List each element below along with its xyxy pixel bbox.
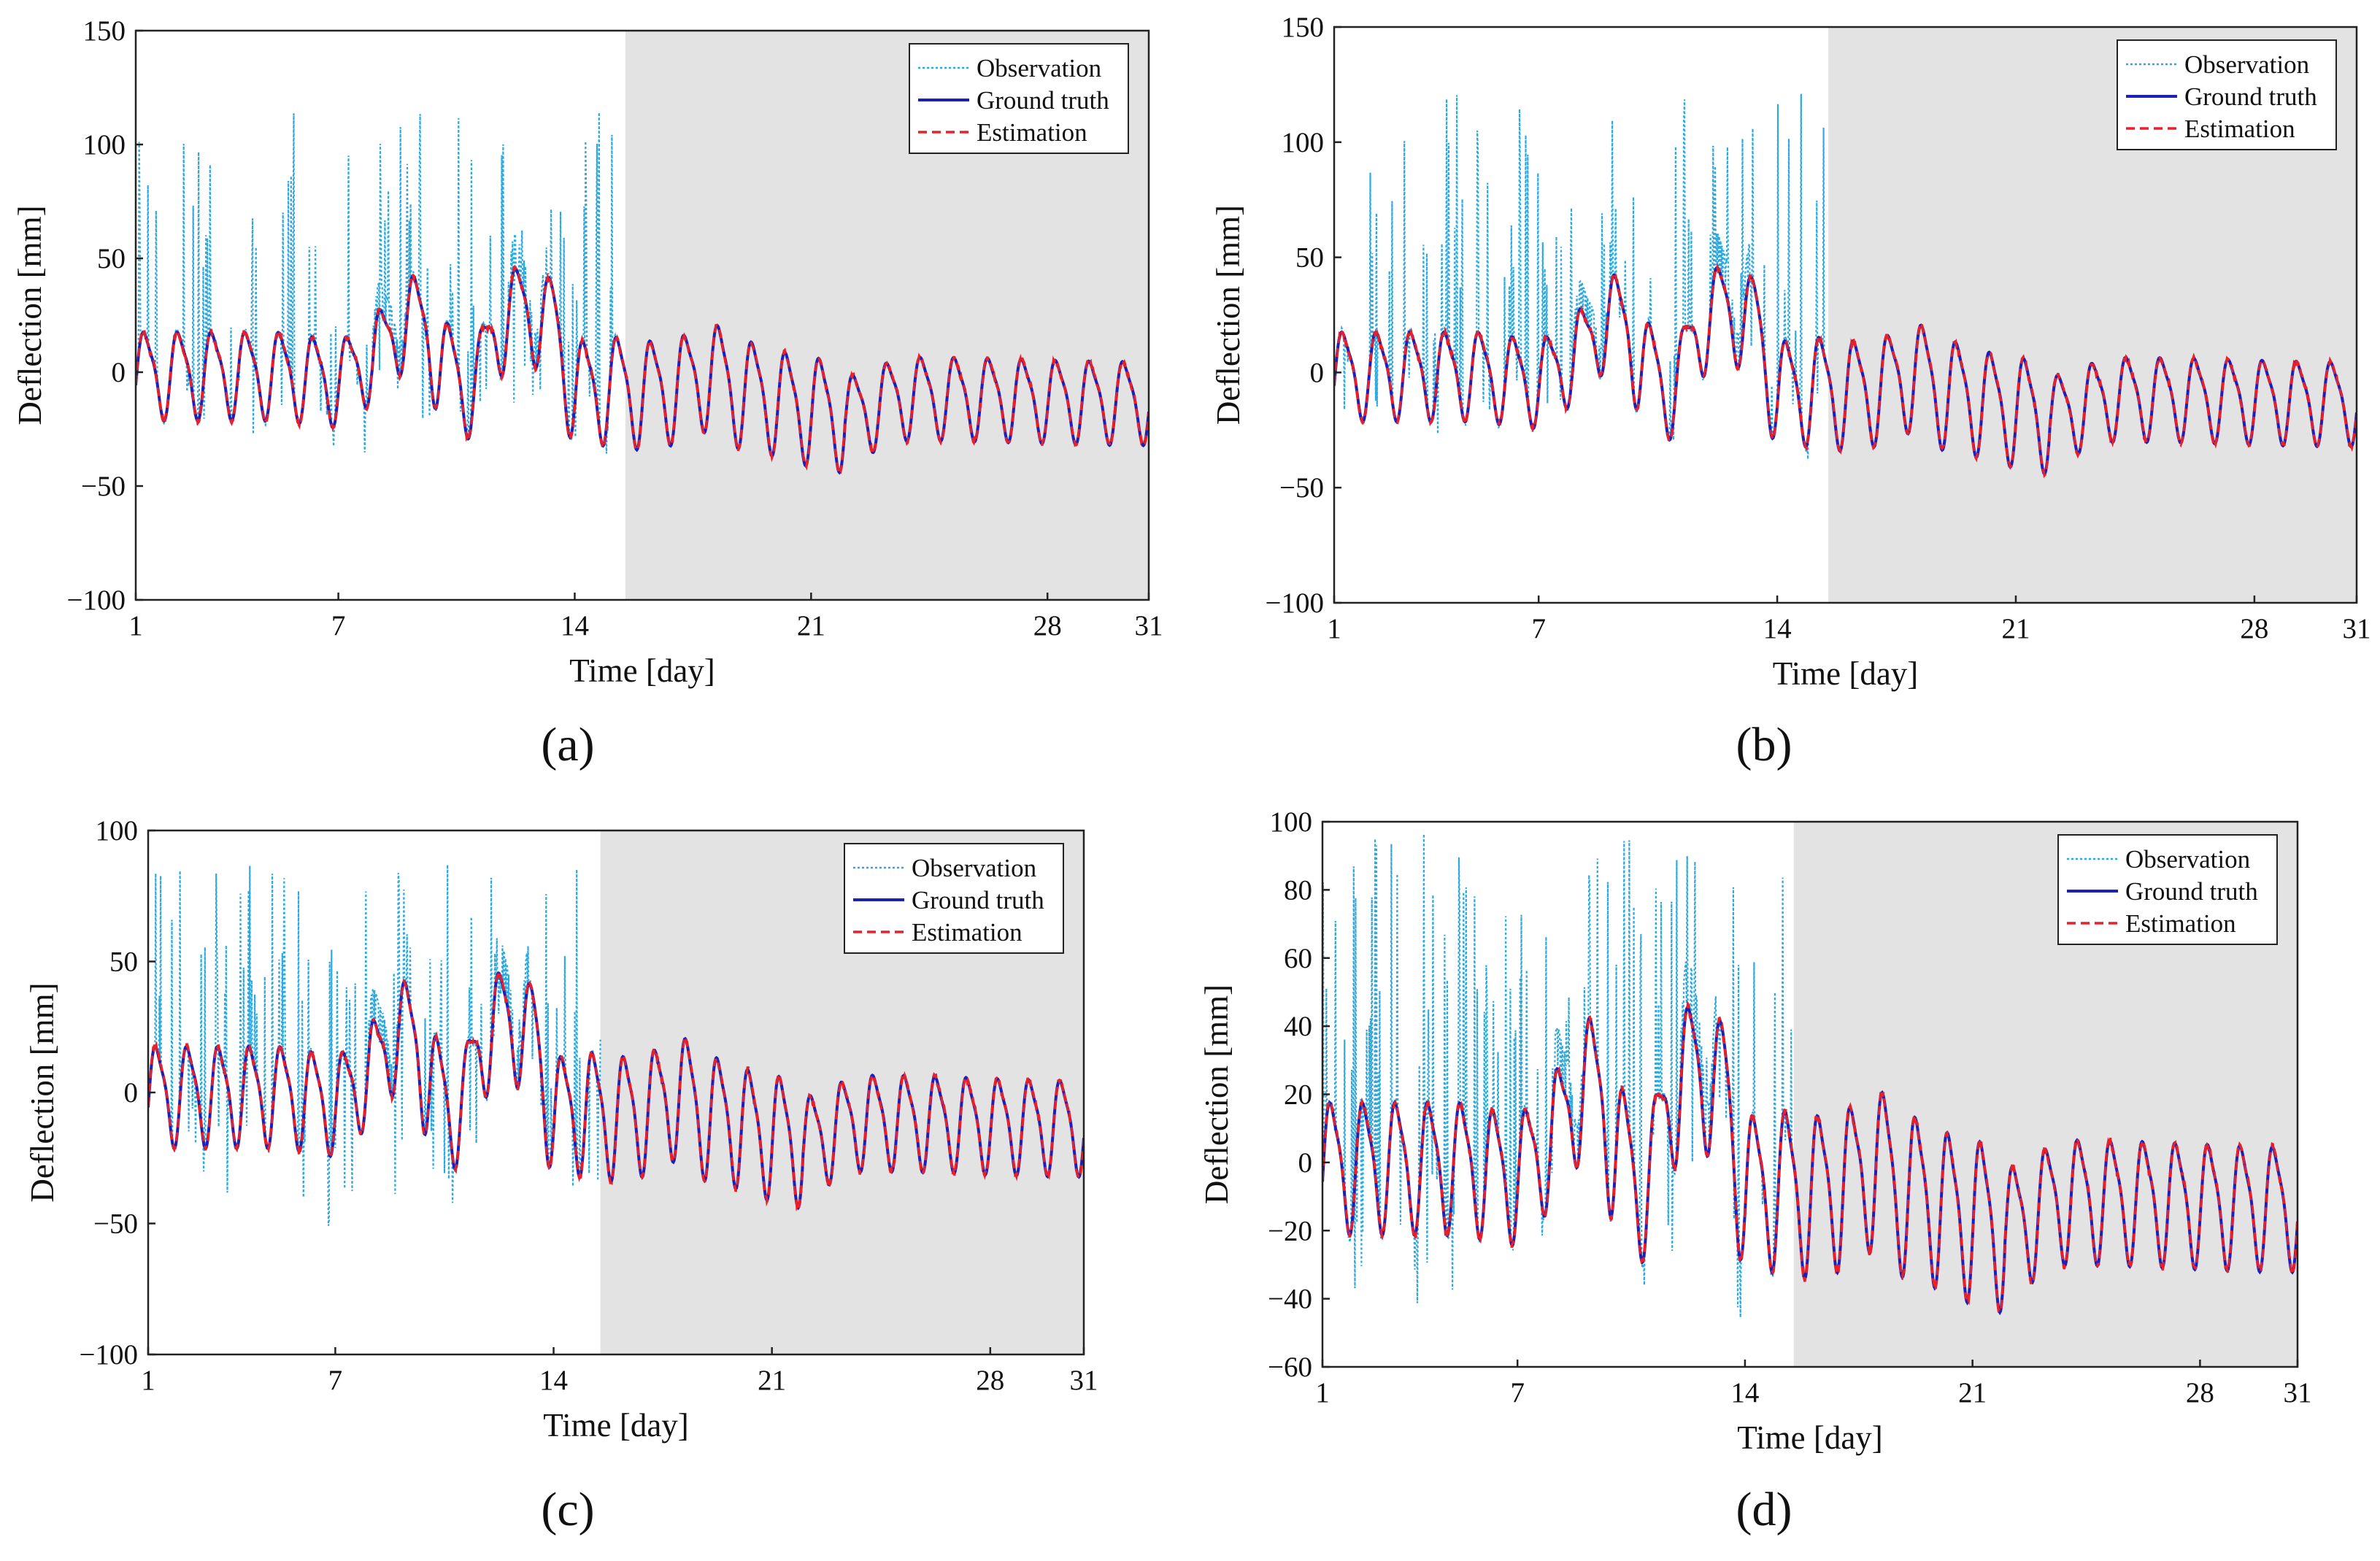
series-observation-line [1334, 93, 1830, 460]
y-tick-label: −100 [80, 1339, 139, 1371]
y-tick-label: 40 [1284, 1011, 1312, 1042]
x-tick-label: 1 [1315, 1377, 1330, 1408]
chart-panel-c: 1 7 14 21 28 31 −100 −50 0 50 100 Time [day] Deflect… [24, 815, 1098, 1536]
legend-entry-label: Ground truth [2125, 877, 2258, 906]
x-axis-label: Time [day] [1737, 1419, 1883, 1456]
series-estimation-line [1322, 1000, 2298, 1315]
y-tick-label: 50 [109, 947, 138, 978]
x-tick-label: 31 [1070, 1365, 1098, 1396]
y-tick-label: 100 [1270, 806, 1313, 838]
x-tick-label: 7 [328, 1365, 343, 1396]
x-axis-label: Time [day] [569, 652, 715, 689]
legend-entry-label: Ground truth [912, 886, 1044, 914]
legend: Observation Ground truth Estimation [2117, 39, 2337, 150]
legend: Observation Ground truth Estimation [2057, 834, 2278, 945]
y-tick-label: −50 [1279, 472, 1324, 504]
legend-entry-label: Estimation [912, 918, 1023, 947]
legend-entry-label: Observation [912, 854, 1036, 882]
y-tick-label: 50 [1295, 242, 1324, 274]
x-tick-label: 14 [1730, 1377, 1759, 1408]
y-tick-label: 0 [124, 1077, 139, 1109]
y-tick-label: 60 [1284, 943, 1312, 974]
y-tick-label: 100 [1282, 127, 1325, 158]
x-tick-label: 31 [2343, 613, 2371, 644]
legend: Observation Ground truth Estimation [909, 43, 1129, 154]
plot-area [1322, 833, 2298, 1318]
panel-label: (d) [1736, 1483, 1792, 1536]
plot-area [148, 865, 1084, 1226]
x-tick-label: 21 [797, 610, 825, 641]
y-tick-label: 100 [96, 815, 139, 847]
chart-panel-b: 1 7 14 21 28 31 −100 −50 0 50 100 150 Time [day] Defl… [1210, 12, 2371, 771]
y-tick-label: 150 [83, 15, 126, 47]
x-tick-label: 28 [976, 1365, 1004, 1396]
x-tick-label: 14 [1763, 613, 1792, 644]
y-tick-label: 0 [1298, 1147, 1313, 1179]
y-tick-label: −100 [67, 585, 126, 616]
y-tick-label: 20 [1284, 1079, 1312, 1111]
y-tick-label: −50 [81, 471, 126, 502]
legend-entry-label: Ground truth [977, 86, 1109, 115]
legend: Observation Ground truth Estimation [844, 843, 1064, 954]
y-axis-label: Deflection [mm] [12, 205, 48, 425]
panel-label: (b) [1736, 718, 1792, 771]
legend-entry-label: Estimation [977, 118, 1087, 147]
x-tick-label: 7 [1510, 1377, 1525, 1408]
series-estimation-line [148, 971, 1084, 1212]
series-estimation-line [1334, 262, 2357, 479]
plot-area [136, 112, 1149, 475]
series-observation-line [1322, 833, 1794, 1318]
y-tick-label: 50 [97, 243, 126, 274]
x-tick-label: 1 [1327, 613, 1341, 644]
y-axis-label: Deflection [mm] [1198, 984, 1235, 1204]
y-tick-label: −20 [1268, 1215, 1312, 1246]
panel-label: (a) [541, 718, 594, 771]
x-tick-label: 21 [2002, 613, 2030, 644]
y-tick-label: 100 [83, 129, 126, 161]
x-tick-label: 7 [1531, 613, 1546, 644]
y-tick-label: −40 [1268, 1284, 1312, 1315]
series-observation-line [148, 865, 601, 1226]
legend-entry-label: Observation [977, 54, 1101, 82]
chart-panel-a: 1 7 14 21 28 31 −100 −50 0 50 100 150 Time [day] Defl… [12, 15, 1163, 771]
series-estimation-line [136, 264, 1149, 474]
y-axis-label: Deflection [mm] [1210, 205, 1247, 425]
chart-panel-d: 1 7 14 21 28 31 −60 −40 −20 0 20 40 60 80 100 Time [day… [1198, 806, 2312, 1536]
legend-entry-label: Estimation [2184, 115, 2295, 143]
y-axis-label: Deflection [mm] [24, 982, 61, 1202]
x-axis-label: Time [day] [543, 1407, 689, 1444]
x-tick-label: 14 [561, 610, 589, 641]
x-tick-label: 28 [2186, 1377, 2214, 1408]
y-tick-label: 0 [112, 357, 126, 388]
y-tick-label: −50 [93, 1209, 138, 1240]
y-tick-label: −100 [1266, 587, 1325, 619]
y-tick-label: 80 [1284, 874, 1312, 906]
x-tick-label: 1 [128, 610, 143, 641]
x-tick-label: 28 [1033, 610, 1062, 641]
x-axis-label: Time [day] [1773, 655, 1919, 692]
legend-entry-label: Ground truth [2184, 82, 2317, 111]
x-tick-label: 7 [331, 610, 346, 641]
y-tick-label: −60 [1268, 1352, 1312, 1383]
x-tick-label: 14 [539, 1365, 568, 1396]
x-tick-label: 21 [758, 1365, 786, 1396]
legend-box [844, 843, 1064, 954]
x-tick-label: 31 [1135, 610, 1163, 641]
x-tick-label: 21 [1958, 1377, 1987, 1408]
legend-entry-label: Observation [2184, 50, 2309, 79]
panel-label: (c) [541, 1483, 594, 1536]
x-tick-label: 28 [2240, 613, 2268, 644]
plot-area [1334, 93, 2357, 479]
legend-entry-label: Observation [2125, 845, 2250, 874]
y-tick-label: 150 [1282, 12, 1325, 43]
y-tick-label: 0 [1310, 357, 1325, 388]
x-tick-label: 31 [2284, 1377, 2312, 1408]
axes-frame [134, 29, 1150, 601]
x-tick-label: 1 [141, 1365, 155, 1396]
legend-entry-label: Estimation [2125, 909, 2236, 938]
axes-frame [1333, 26, 2358, 604]
